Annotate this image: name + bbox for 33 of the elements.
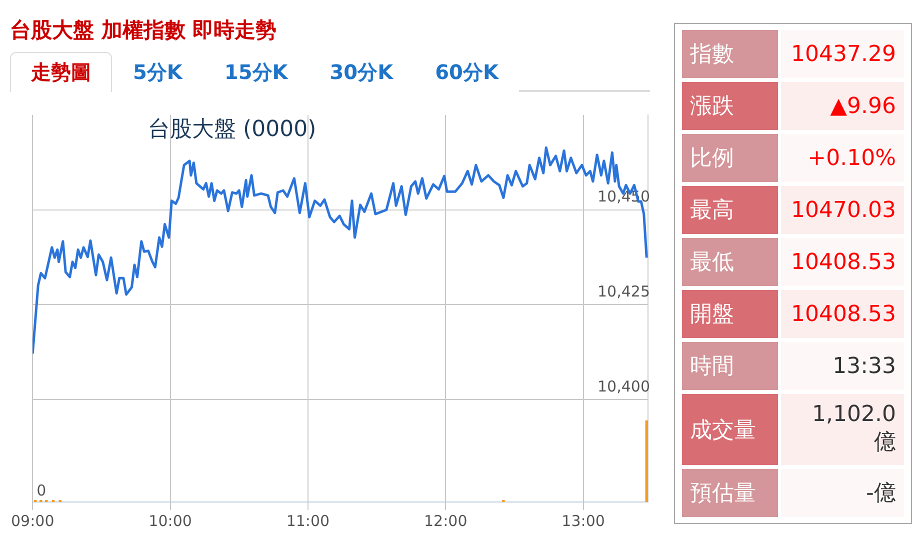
category-label: 預估量	[682, 469, 778, 517]
chart-subtitle: 台股大盤 (0000)	[148, 116, 316, 144]
text: -億	[866, 481, 896, 506]
x-tick-label: 13:00	[562, 512, 605, 530]
text: 1,102.0 億	[812, 402, 896, 455]
category-label: 成交量	[682, 394, 778, 465]
text: 10408.53	[791, 250, 896, 274]
category-label: 比例	[682, 134, 778, 182]
chart-title: 台股大盤 加權指數 即時走勢	[10, 17, 277, 44]
x-tick-label: 09:00	[10, 512, 54, 530]
text: 10408.53	[791, 302, 896, 326]
y-tick-label: 10,425	[598, 282, 650, 301]
category-label: 最高	[682, 186, 778, 234]
text: 5分K	[112, 52, 204, 92]
x-tick-label: 11:00	[286, 512, 330, 530]
text: 15分K	[203, 52, 309, 92]
x-tick-label: 12:00	[424, 512, 468, 530]
x-tick-label: 10:00	[148, 512, 192, 530]
text: 走勢圖	[10, 52, 112, 92]
category-label: 時間	[682, 342, 778, 390]
text: 10470.03	[791, 198, 896, 222]
annotation: 0	[36, 481, 46, 500]
text: 13:33	[832, 354, 896, 378]
text: +0.10%	[808, 146, 896, 170]
category-label: 漲跌	[682, 82, 778, 130]
category-label: 開盤	[682, 290, 778, 338]
text: ▲9.96	[830, 94, 896, 118]
y-tick-label: 10,400	[598, 377, 650, 396]
text: 60分K	[414, 52, 520, 92]
text: 10437.29	[791, 42, 896, 66]
text: 30分K	[308, 52, 414, 92]
category-label: 最低	[682, 238, 778, 286]
category-label: 指數	[682, 30, 778, 78]
